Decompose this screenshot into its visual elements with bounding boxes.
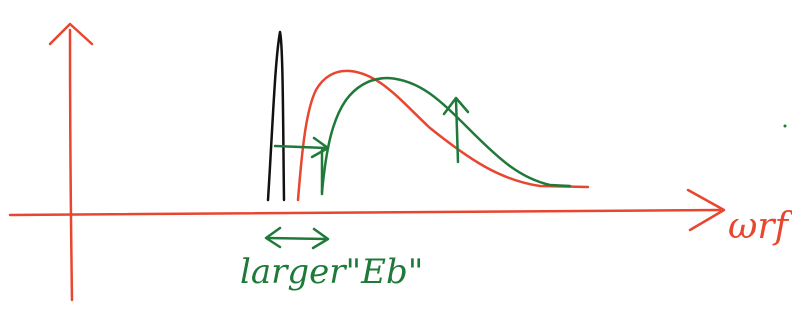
double-arrow-horizontal-icon xyxy=(264,226,330,250)
black-peak xyxy=(266,30,286,202)
frequency-axis-label: ωrf xyxy=(728,206,788,247)
larger-eb-annotation: larger"Eb" xyxy=(240,252,424,292)
horizontal-axis xyxy=(8,188,726,232)
green-spectrum-curve xyxy=(320,76,572,194)
green-up-arrow xyxy=(442,96,470,164)
green-shift-arrow xyxy=(273,136,330,159)
vertical-axis xyxy=(48,22,94,302)
horizontal-axis-arrowhead xyxy=(686,188,726,232)
vertical-axis-arrowhead xyxy=(48,22,94,46)
stray-dot xyxy=(783,124,787,128)
red-spectrum-curve xyxy=(296,69,590,202)
